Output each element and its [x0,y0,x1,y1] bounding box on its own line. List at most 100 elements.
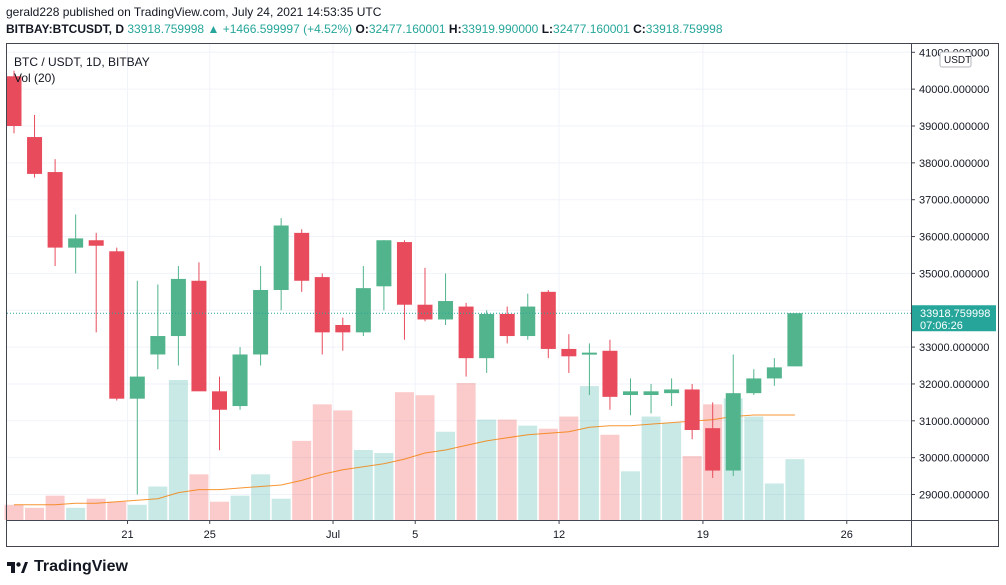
ohlc-header: BITBAY:BTCUSDT, D 33918.759998 ▲ +1466.5… [6,22,723,36]
x-tick-label: 21 [121,529,133,541]
volume-bar [25,507,45,520]
candle-body [253,289,269,355]
candle-body [684,389,700,431]
volume-bar [764,483,784,520]
y-tick-label: 40000.000000 [919,84,989,96]
volume-ma-line [14,414,795,506]
candle-body [6,76,22,126]
candle-body [458,306,474,359]
candle-body [355,288,371,333]
x-tick-label: 25 [204,529,216,541]
candle-body [499,313,515,337]
candle-body [27,137,43,174]
volume-bar [456,383,476,520]
candle-body [787,313,803,367]
volume-bar [600,434,620,520]
volume-bar [785,459,805,520]
open-value: 32477.160001 [368,22,446,36]
volume-bar [477,419,497,520]
x-tick-label: 19 [697,529,709,541]
candle-body [581,352,597,355]
candle-body [602,350,618,397]
symbol-label: BITBAY:BTCUSDT, D [6,22,125,36]
y-tick-label: 39000.000000 [919,121,989,133]
y-tick-label: 37000.000000 [919,195,989,207]
low-value: 32477.160001 [553,22,630,36]
y-tick-label: 29000.000000 [919,490,989,502]
high-label: H: [448,22,462,36]
y-tick-label: 33000.000000 [919,342,989,354]
footer-brand: TradingView [34,558,128,575]
current-price-tag [912,305,996,332]
candle-body [623,391,638,396]
candle-body [68,238,84,248]
volume-bar [312,404,332,520]
countdown-label: 07:06:26 [920,320,963,332]
volume-bar [148,486,168,520]
candle-body [294,232,310,281]
volume-bar [682,456,702,520]
candle-body [212,391,227,410]
candle-body [766,367,782,379]
candle-body [109,251,125,399]
publish-info: gerald228 published on TradingView.com, … [6,5,382,19]
volume-bar [621,471,640,520]
volume-bar [744,416,764,520]
volume-bar [662,422,682,520]
y-tick-label: 35000.000000 [919,268,989,280]
candle-body [417,304,433,320]
close-label: C: [633,22,646,36]
volume-bar [230,495,250,520]
high-value: 33919.990000 [461,22,539,36]
volume-bar [497,419,517,520]
x-tick-label: 5 [412,529,418,541]
candle-body [150,336,166,355]
volume-bar [66,507,86,520]
candle-body [561,348,577,357]
volume-bar [45,495,65,520]
y-tick-label: 32000.000000 [919,379,989,391]
candle-body [540,291,556,349]
volume-bar [271,498,291,520]
footer-logo: TradingView [6,558,128,576]
chart-legend-title: BTC / USDT, 1D, BITBAY [14,55,150,69]
y-tick-label: 30000.000000 [919,453,989,465]
open-label: O: [355,22,369,36]
volume-bar [333,410,353,520]
candle-body [396,242,412,305]
volume-bar [436,431,456,520]
tradingview-logo-icon [7,562,28,573]
up-arrow-icon: ▲ [207,22,220,36]
x-tick-label: 12 [553,529,565,541]
candle-body [314,277,330,333]
chart-frame [6,43,999,547]
candle-body [376,240,392,287]
candle-body [438,301,454,320]
y-tick-label: 38000.000000 [919,158,989,170]
volume-bar [107,501,127,520]
x-tick-label: 26 [841,529,853,541]
price-change: +1466.599997 (+4.52%) [222,22,353,36]
candle-body [725,393,741,471]
volume-bar [559,416,579,520]
candle-body [746,378,762,394]
volume-bar [189,474,209,520]
volume-bar [415,395,435,520]
volume-bar [210,501,229,520]
x-tick-label: Jul [326,529,340,541]
candle-body [643,391,659,396]
candle-body [170,278,186,337]
volume-bar [518,425,538,520]
candle-body [664,389,680,394]
last-price: 33918.759998 [127,22,205,36]
currency-badge [939,51,972,68]
volume-legend: Vol (20) [14,71,56,85]
candle-body [479,313,495,359]
candle-body [88,240,104,246]
volume-bar [168,380,188,520]
candle-body [129,376,145,399]
current-price-label: 33918.759998 [920,308,990,320]
volume-bar [641,416,661,520]
volume-bar [374,453,394,520]
